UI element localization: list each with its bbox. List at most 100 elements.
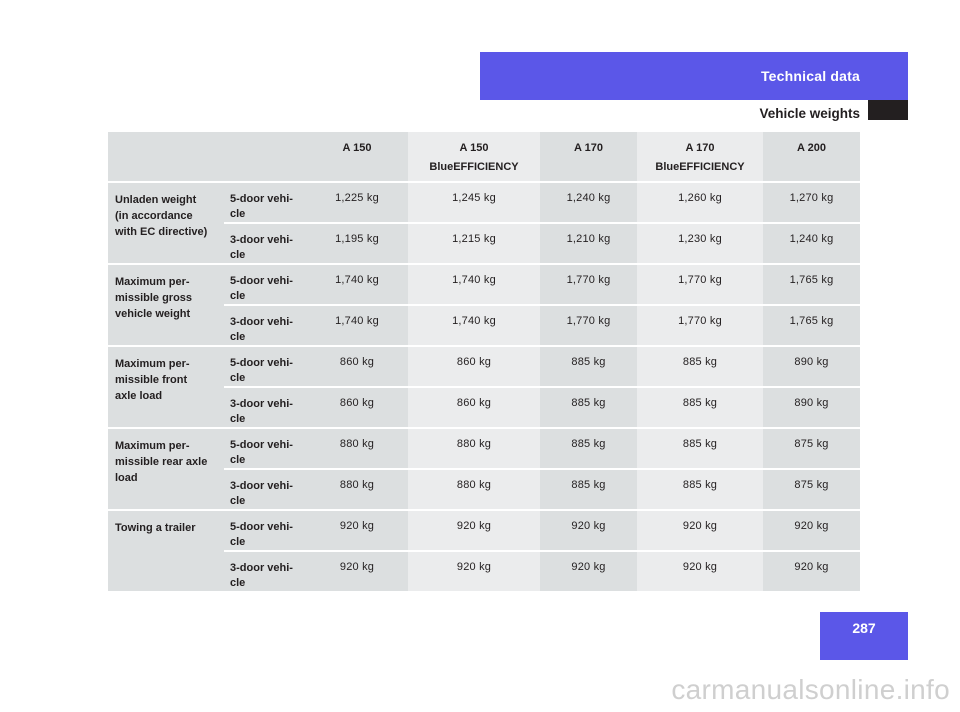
variant-label: 5-door vehi-cle: [224, 182, 306, 224]
weight-value-cell: 880 kg: [306, 469, 408, 511]
variant-label-line: cle: [230, 208, 246, 220]
weight-value-cell: 1,225 kg: [306, 182, 408, 224]
variant-label: 3-door vehi-cle: [224, 223, 306, 265]
weight-value-cell: 920 kg: [637, 510, 763, 552]
variant-label: 5-door vehi-cle: [224, 264, 306, 306]
row-group-label-line: Maximum per-: [115, 440, 190, 452]
weight-value-cell: 1,240 kg: [540, 182, 637, 224]
column-header-line: BlueEFFICIENCY: [429, 161, 519, 173]
header-empty-cell: [224, 132, 306, 183]
variant-label-line: cle: [230, 290, 246, 302]
row-group-label-line: Unladen weight: [115, 194, 197, 206]
vehicle-weights-table: A 150 A 150 BlueEFFICIENCY A 170 A 170 BlueEF…: [108, 132, 860, 593]
weight-value-cell: 1,230 kg: [637, 223, 763, 265]
weight-value-cell: 860 kg: [306, 346, 408, 388]
weight-value-cell: 885 kg: [540, 469, 637, 511]
weight-value-cell: 875 kg: [763, 469, 860, 511]
column-header: A 150 BlueEFFICIENCY: [408, 132, 540, 183]
page-number: 287: [820, 612, 908, 660]
row-group-label-line: (in accordance: [115, 210, 193, 222]
variant-label-line: 3-door vehi-: [230, 234, 293, 246]
weight-value-cell: 885 kg: [540, 387, 637, 429]
weight-value-cell: 920 kg: [540, 551, 637, 593]
weight-value-cell: 920 kg: [408, 551, 540, 593]
subsection-title: Vehicle weights: [759, 106, 860, 121]
row-group-label-line: Towing a trailer: [115, 522, 196, 534]
column-header: A 200: [763, 132, 860, 183]
weight-value-cell: 1,765 kg: [763, 305, 860, 347]
weight-value-cell: 1,195 kg: [306, 223, 408, 265]
table-row: 3-door vehi-cle 1,740 kg 1,740 kg 1,770 kg 1…: [108, 305, 860, 347]
variant-label-line: 5-door vehi-: [230, 357, 293, 369]
row-group-label: Towing a trailer: [108, 510, 224, 593]
variant-label-line: 5-door vehi-: [230, 193, 293, 205]
column-header-line: A 170: [574, 142, 603, 154]
section-title: Technical data: [760, 68, 860, 84]
weight-value-cell: 1,740 kg: [408, 305, 540, 347]
weight-value-cell: 880 kg: [408, 428, 540, 470]
variant-label: 3-door vehi-cle: [224, 551, 306, 593]
weight-value-cell: 880 kg: [408, 469, 540, 511]
weight-value-cell: 1,740 kg: [306, 305, 408, 347]
variant-label-line: cle: [230, 413, 246, 425]
table-body: Unladen weight (in accordance with EC dire…: [108, 182, 860, 593]
variant-label-line: 3-door vehi-: [230, 316, 293, 328]
table-row: Maximum per-missible gross vehicle weight…: [108, 264, 860, 347]
weight-value-cell: 1,770 kg: [540, 264, 637, 306]
weight-value-cell: 1,740 kg: [408, 264, 540, 306]
table-row: Unladen weight (in accordance with EC dire…: [108, 182, 860, 265]
weight-value-cell: 920 kg: [408, 510, 540, 552]
weight-value-cell: 920 kg: [763, 551, 860, 593]
weight-value-cell: 1,740 kg: [306, 264, 408, 306]
variant-label-line: cle: [230, 331, 246, 343]
weight-value-cell: 1,770 kg: [637, 305, 763, 347]
variant-label-line: cle: [230, 495, 246, 507]
weight-value-cell: 860 kg: [408, 387, 540, 429]
variant-label-line: cle: [230, 577, 246, 589]
header-empty-cell: [108, 132, 224, 183]
variant-label-line: 3-door vehi-: [230, 398, 293, 410]
weight-value-cell: 1,240 kg: [763, 223, 860, 265]
weight-value-cell: 1,245 kg: [408, 182, 540, 224]
variant-label-line: 3-door vehi-: [230, 562, 293, 574]
row-group-label-line: missible front: [115, 374, 188, 386]
weight-value-cell: 885 kg: [637, 469, 763, 511]
variant-label-line: 5-door vehi-: [230, 439, 293, 451]
weight-value-cell: 875 kg: [763, 428, 860, 470]
variant-label-line: 5-door vehi-: [230, 521, 293, 533]
variant-label: 5-door vehi-cle: [224, 346, 306, 388]
weight-value-cell: 1,210 kg: [540, 223, 637, 265]
weight-value-cell: 920 kg: [306, 510, 408, 552]
weight-value-cell: 1,770 kg: [637, 264, 763, 306]
table-row: Maximum per-missible front axle load 5-doo…: [108, 346, 860, 429]
row-group-label-line: load: [115, 472, 138, 484]
variant-label: 3-door vehi-cle: [224, 387, 306, 429]
row-group-label-line: Maximum per-: [115, 358, 190, 370]
weight-value-cell: 860 kg: [306, 387, 408, 429]
row-group-label: Maximum per-missible gross vehicle weight: [108, 264, 224, 347]
weight-value-cell: 1,765 kg: [763, 264, 860, 306]
weight-value-cell: 920 kg: [637, 551, 763, 593]
variant-label-line: 3-door vehi-: [230, 480, 293, 492]
row-group-label-line: with EC directive): [115, 226, 208, 238]
weight-value-cell: 860 kg: [408, 346, 540, 388]
column-header-line: A 170: [685, 142, 715, 154]
column-header-line: A 200: [797, 142, 826, 154]
variant-label-line: 5-door vehi-: [230, 275, 293, 287]
row-group-label: Unladen weight (in accordance with EC dire…: [108, 182, 224, 265]
weight-value-cell: 885 kg: [540, 428, 637, 470]
row-group-label: Maximum per-missible front axle load: [108, 346, 224, 429]
weight-value-cell: 920 kg: [540, 510, 637, 552]
column-header-line: A 150: [342, 142, 372, 154]
row-group-label-line: axle load: [115, 390, 163, 402]
column-header: A 170 BlueEFFICIENCY: [637, 132, 763, 183]
row-group-label-line: missible rear axle: [115, 456, 208, 468]
weight-value-cell: 885 kg: [637, 387, 763, 429]
variant-label-line: cle: [230, 372, 246, 384]
weight-value-cell: 920 kg: [763, 510, 860, 552]
weight-value-cell: 885 kg: [540, 346, 637, 388]
variant-label: 3-door vehi-cle: [224, 305, 306, 347]
table-row: 3-door vehi-cle 920 kg 920 kg 920 kg 920 kg 9…: [108, 551, 860, 593]
weight-value-cell: 885 kg: [637, 346, 763, 388]
header-marker-block: [868, 100, 908, 120]
